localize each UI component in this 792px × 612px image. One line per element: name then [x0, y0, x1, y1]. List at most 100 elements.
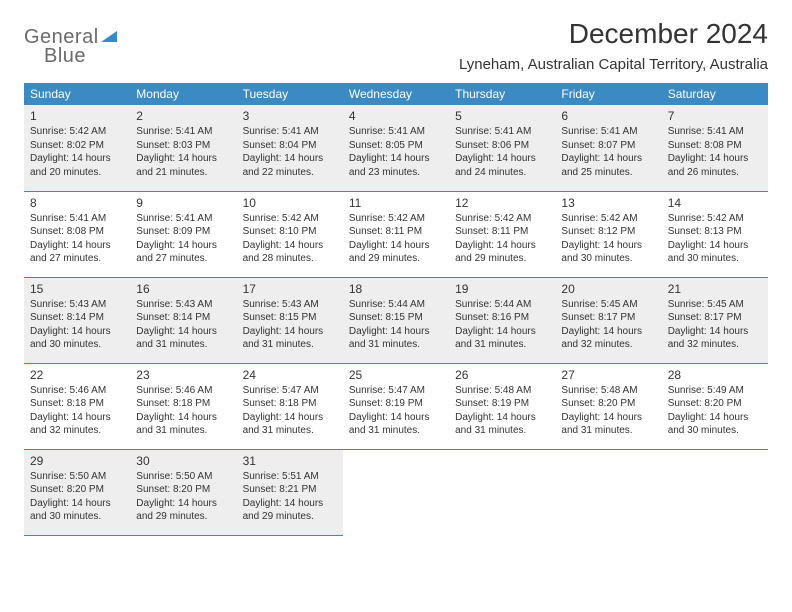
daylight-line: Daylight: 14 hours and 31 minutes. — [243, 411, 337, 438]
sunset-line: Sunset: 8:08 PM — [668, 139, 762, 153]
daylight-line: Daylight: 14 hours and 20 minutes. — [30, 152, 124, 179]
sunset-line: Sunset: 8:18 PM — [30, 397, 124, 411]
calendar-day-cell: 12Sunrise: 5:42 AMSunset: 8:11 PMDayligh… — [449, 191, 555, 277]
daylight-line: Daylight: 14 hours and 27 minutes. — [30, 239, 124, 266]
sunrise-line: Sunrise: 5:50 AM — [136, 470, 230, 484]
sunrise-line: Sunrise: 5:42 AM — [668, 212, 762, 226]
daylight-line: Daylight: 14 hours and 31 minutes. — [136, 325, 230, 352]
day-number: 23 — [136, 367, 230, 383]
daylight-line: Daylight: 14 hours and 32 minutes. — [30, 411, 124, 438]
day-number: 31 — [243, 453, 337, 469]
calendar-day-cell: 8Sunrise: 5:41 AMSunset: 8:08 PMDaylight… — [24, 191, 130, 277]
sunset-line: Sunset: 8:09 PM — [136, 225, 230, 239]
col-saturday: Saturday — [662, 83, 768, 105]
day-number: 6 — [561, 108, 655, 124]
calendar-day-cell: 28Sunrise: 5:49 AMSunset: 8:20 PMDayligh… — [662, 363, 768, 449]
col-thursday: Thursday — [449, 83, 555, 105]
day-number: 25 — [349, 367, 443, 383]
day-number: 4 — [349, 108, 443, 124]
day-number: 21 — [668, 281, 762, 297]
sunset-line: Sunset: 8:19 PM — [455, 397, 549, 411]
sunrise-line: Sunrise: 5:46 AM — [136, 384, 230, 398]
day-number: 27 — [561, 367, 655, 383]
sunrise-line: Sunrise: 5:49 AM — [668, 384, 762, 398]
calendar-week-row: 15Sunrise: 5:43 AMSunset: 8:14 PMDayligh… — [24, 277, 768, 363]
sunrise-line: Sunrise: 5:45 AM — [561, 298, 655, 312]
sunset-line: Sunset: 8:06 PM — [455, 139, 549, 153]
sunrise-line: Sunrise: 5:44 AM — [349, 298, 443, 312]
daylight-line: Daylight: 14 hours and 25 minutes. — [561, 152, 655, 179]
sunrise-line: Sunrise: 5:44 AM — [455, 298, 549, 312]
sunset-line: Sunset: 8:17 PM — [668, 311, 762, 325]
calendar-day-cell: 11Sunrise: 5:42 AMSunset: 8:11 PMDayligh… — [343, 191, 449, 277]
calendar-day-cell: 22Sunrise: 5:46 AMSunset: 8:18 PMDayligh… — [24, 363, 130, 449]
day-number: 3 — [243, 108, 337, 124]
daylight-line: Daylight: 14 hours and 29 minutes. — [455, 239, 549, 266]
sunset-line: Sunset: 8:14 PM — [30, 311, 124, 325]
logo-sail-icon — [99, 26, 119, 49]
daylight-line: Daylight: 14 hours and 29 minutes. — [243, 497, 337, 524]
sunset-line: Sunset: 8:05 PM — [349, 139, 443, 153]
page-title: December 2024 — [459, 18, 768, 50]
calendar-day-cell: 16Sunrise: 5:43 AMSunset: 8:14 PMDayligh… — [130, 277, 236, 363]
sunset-line: Sunset: 8:20 PM — [668, 397, 762, 411]
col-wednesday: Wednesday — [343, 83, 449, 105]
calendar-day-cell: 14Sunrise: 5:42 AMSunset: 8:13 PMDayligh… — [662, 191, 768, 277]
logo: General Blue — [24, 26, 119, 68]
sunset-line: Sunset: 8:07 PM — [561, 139, 655, 153]
daylight-line: Daylight: 14 hours and 31 minutes. — [455, 325, 549, 352]
day-number: 24 — [243, 367, 337, 383]
sunset-line: Sunset: 8:20 PM — [30, 483, 124, 497]
title-block: December 2024 Lyneham, Australian Capita… — [459, 18, 768, 81]
daylight-line: Daylight: 14 hours and 31 minutes. — [561, 411, 655, 438]
sunrise-line: Sunrise: 5:41 AM — [243, 125, 337, 139]
daylight-line: Daylight: 14 hours and 26 minutes. — [668, 152, 762, 179]
calendar-day-cell: 7Sunrise: 5:41 AMSunset: 8:08 PMDaylight… — [662, 105, 768, 191]
day-number: 22 — [30, 367, 124, 383]
daylight-line: Daylight: 14 hours and 32 minutes. — [561, 325, 655, 352]
col-tuesday: Tuesday — [237, 83, 343, 105]
day-number: 30 — [136, 453, 230, 469]
sunrise-line: Sunrise: 5:41 AM — [561, 125, 655, 139]
sunset-line: Sunset: 8:20 PM — [561, 397, 655, 411]
sunset-line: Sunset: 8:12 PM — [561, 225, 655, 239]
day-number: 15 — [30, 281, 124, 297]
sunrise-line: Sunrise: 5:42 AM — [349, 212, 443, 226]
sunset-line: Sunset: 8:18 PM — [243, 397, 337, 411]
sunset-line: Sunset: 8:04 PM — [243, 139, 337, 153]
sunrise-line: Sunrise: 5:45 AM — [668, 298, 762, 312]
calendar-day-cell: 17Sunrise: 5:43 AMSunset: 8:15 PMDayligh… — [237, 277, 343, 363]
calendar-day-cell: 2Sunrise: 5:41 AMSunset: 8:03 PMDaylight… — [130, 105, 236, 191]
sunrise-line: Sunrise: 5:41 AM — [668, 125, 762, 139]
day-number: 10 — [243, 195, 337, 211]
daylight-line: Daylight: 14 hours and 31 minutes. — [243, 325, 337, 352]
col-monday: Monday — [130, 83, 236, 105]
daylight-line: Daylight: 14 hours and 24 minutes. — [455, 152, 549, 179]
logo-text-block: General Blue — [24, 26, 119, 68]
sunrise-line: Sunrise: 5:46 AM — [30, 384, 124, 398]
calendar-day-cell — [555, 449, 661, 535]
daylight-line: Daylight: 14 hours and 30 minutes. — [668, 411, 762, 438]
sunrise-line: Sunrise: 5:42 AM — [561, 212, 655, 226]
day-number: 7 — [668, 108, 762, 124]
calendar-day-cell — [449, 449, 555, 535]
day-number: 8 — [30, 195, 124, 211]
calendar-table: Sunday Monday Tuesday Wednesday Thursday… — [24, 83, 768, 536]
calendar-day-cell: 4Sunrise: 5:41 AMSunset: 8:05 PMDaylight… — [343, 105, 449, 191]
calendar-day-cell — [662, 449, 768, 535]
calendar-day-cell: 25Sunrise: 5:47 AMSunset: 8:19 PMDayligh… — [343, 363, 449, 449]
calendar-day-cell: 31Sunrise: 5:51 AMSunset: 8:21 PMDayligh… — [237, 449, 343, 535]
sunrise-line: Sunrise: 5:41 AM — [136, 125, 230, 139]
sunset-line: Sunset: 8:16 PM — [455, 311, 549, 325]
sunrise-line: Sunrise: 5:41 AM — [30, 212, 124, 226]
calendar-day-cell: 15Sunrise: 5:43 AMSunset: 8:14 PMDayligh… — [24, 277, 130, 363]
sunrise-line: Sunrise: 5:51 AM — [243, 470, 337, 484]
day-number: 28 — [668, 367, 762, 383]
day-number: 18 — [349, 281, 443, 297]
day-number: 2 — [136, 108, 230, 124]
calendar-day-cell: 23Sunrise: 5:46 AMSunset: 8:18 PMDayligh… — [130, 363, 236, 449]
weekday-header-row: Sunday Monday Tuesday Wednesday Thursday… — [24, 83, 768, 105]
day-number: 19 — [455, 281, 549, 297]
sunset-line: Sunset: 8:10 PM — [243, 225, 337, 239]
sunrise-line: Sunrise: 5:41 AM — [136, 212, 230, 226]
